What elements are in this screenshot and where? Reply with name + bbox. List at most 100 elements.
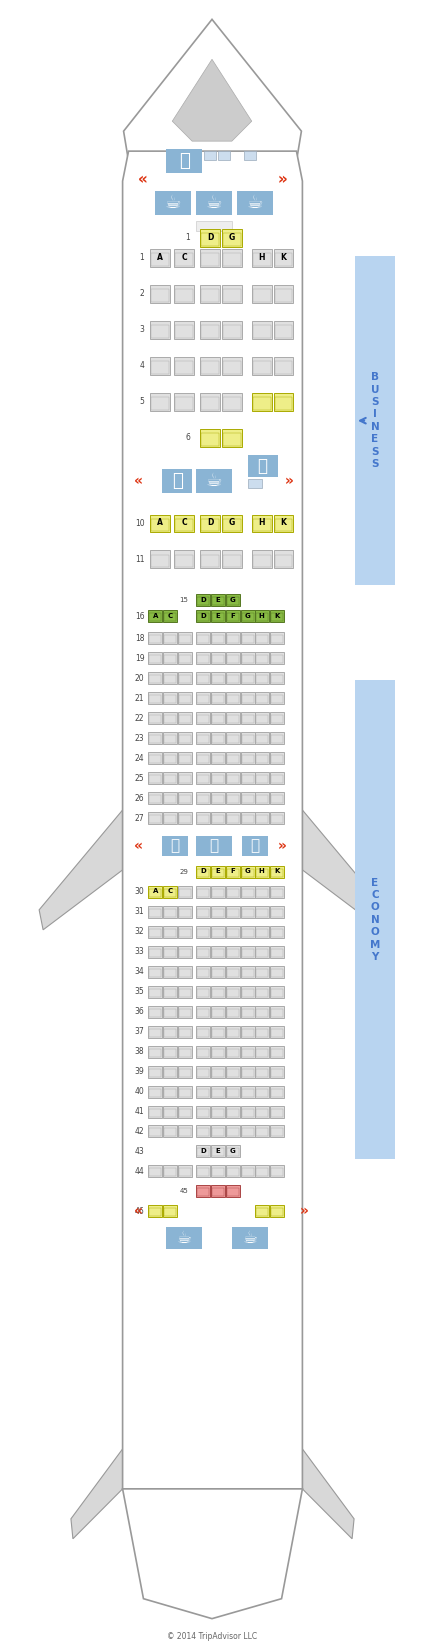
Bar [174, 393, 194, 412]
Bar [223, 555, 241, 568]
Bar [212, 909, 224, 917]
Text: 🚻: 🚻 [258, 456, 268, 474]
Bar [241, 652, 255, 665]
Bar [178, 672, 192, 685]
Bar [163, 1106, 177, 1118]
Bar [211, 1086, 225, 1098]
Bar [252, 249, 272, 267]
Bar [226, 713, 240, 724]
Text: »: » [278, 839, 287, 853]
Bar [163, 1006, 177, 1017]
Bar [164, 714, 176, 723]
Bar [163, 611, 177, 622]
Bar [211, 925, 225, 938]
Bar [242, 635, 254, 644]
Bar [179, 1009, 191, 1017]
Bar [256, 909, 268, 917]
Text: 27: 27 [135, 813, 144, 823]
Bar [271, 909, 283, 917]
Bar [150, 714, 162, 723]
Bar [271, 614, 283, 621]
Text: ☕: ☕ [165, 194, 181, 212]
Bar [179, 635, 191, 644]
Bar [256, 1088, 268, 1096]
Bar [269, 1126, 283, 1137]
Bar [223, 253, 241, 267]
Bar [255, 1106, 269, 1118]
Bar [178, 1006, 192, 1017]
Bar [269, 713, 283, 724]
Text: G: G [230, 1147, 236, 1154]
Bar [275, 397, 292, 410]
Bar [269, 1045, 283, 1058]
Bar [211, 1165, 225, 1177]
Text: 30: 30 [135, 887, 144, 897]
Bar [197, 889, 209, 897]
Bar [212, 614, 224, 621]
Bar [148, 732, 162, 744]
Bar [148, 672, 162, 685]
Bar [269, 986, 283, 997]
Text: «: « [134, 1205, 143, 1218]
Bar [179, 989, 191, 997]
Bar [271, 1169, 283, 1177]
Bar [271, 655, 283, 663]
Bar [212, 635, 224, 644]
Bar [252, 550, 272, 568]
Bar [163, 732, 177, 744]
Bar [164, 1208, 176, 1216]
Text: D: D [200, 612, 206, 619]
Text: H: H [258, 252, 265, 262]
Bar [178, 693, 192, 704]
Bar [150, 1049, 162, 1057]
Bar [175, 518, 193, 532]
Bar [226, 1006, 240, 1017]
Bar [256, 795, 268, 803]
Bar [196, 1025, 210, 1037]
Bar [241, 1086, 255, 1098]
Bar [164, 1129, 176, 1136]
Text: G: G [230, 597, 236, 602]
Bar [241, 1045, 255, 1058]
Bar [164, 635, 176, 644]
Text: «: « [134, 474, 143, 487]
Bar [269, 792, 283, 803]
Bar [241, 1106, 255, 1118]
Bar [179, 695, 191, 703]
Bar [212, 889, 224, 897]
Text: 39: 39 [135, 1067, 144, 1076]
Bar [252, 285, 272, 303]
Bar [178, 946, 192, 958]
Bar [196, 1185, 210, 1197]
Text: 31: 31 [135, 907, 144, 917]
Text: E: E [215, 869, 220, 874]
Bar [226, 1065, 240, 1078]
Bar [150, 515, 170, 533]
Bar [212, 928, 224, 937]
Bar [163, 752, 177, 764]
Bar [271, 948, 283, 956]
Text: 5: 5 [139, 397, 144, 407]
Bar [178, 986, 192, 997]
Bar [197, 756, 209, 764]
Bar [164, 756, 176, 764]
Bar [211, 1185, 225, 1197]
Bar [197, 1129, 209, 1136]
Polygon shape [39, 790, 122, 930]
Bar [256, 714, 268, 723]
Bar [226, 1045, 240, 1058]
Bar [226, 632, 240, 644]
Bar [226, 1146, 240, 1157]
Bar [255, 886, 269, 897]
Bar [253, 253, 271, 267]
Bar [242, 1129, 254, 1136]
Bar [150, 756, 162, 764]
Bar [163, 1045, 177, 1058]
Bar [197, 1049, 209, 1057]
Bar [196, 732, 210, 744]
Bar [200, 515, 220, 533]
Bar [178, 752, 192, 764]
Bar [201, 326, 219, 337]
Bar [179, 714, 191, 723]
Bar [255, 672, 269, 685]
